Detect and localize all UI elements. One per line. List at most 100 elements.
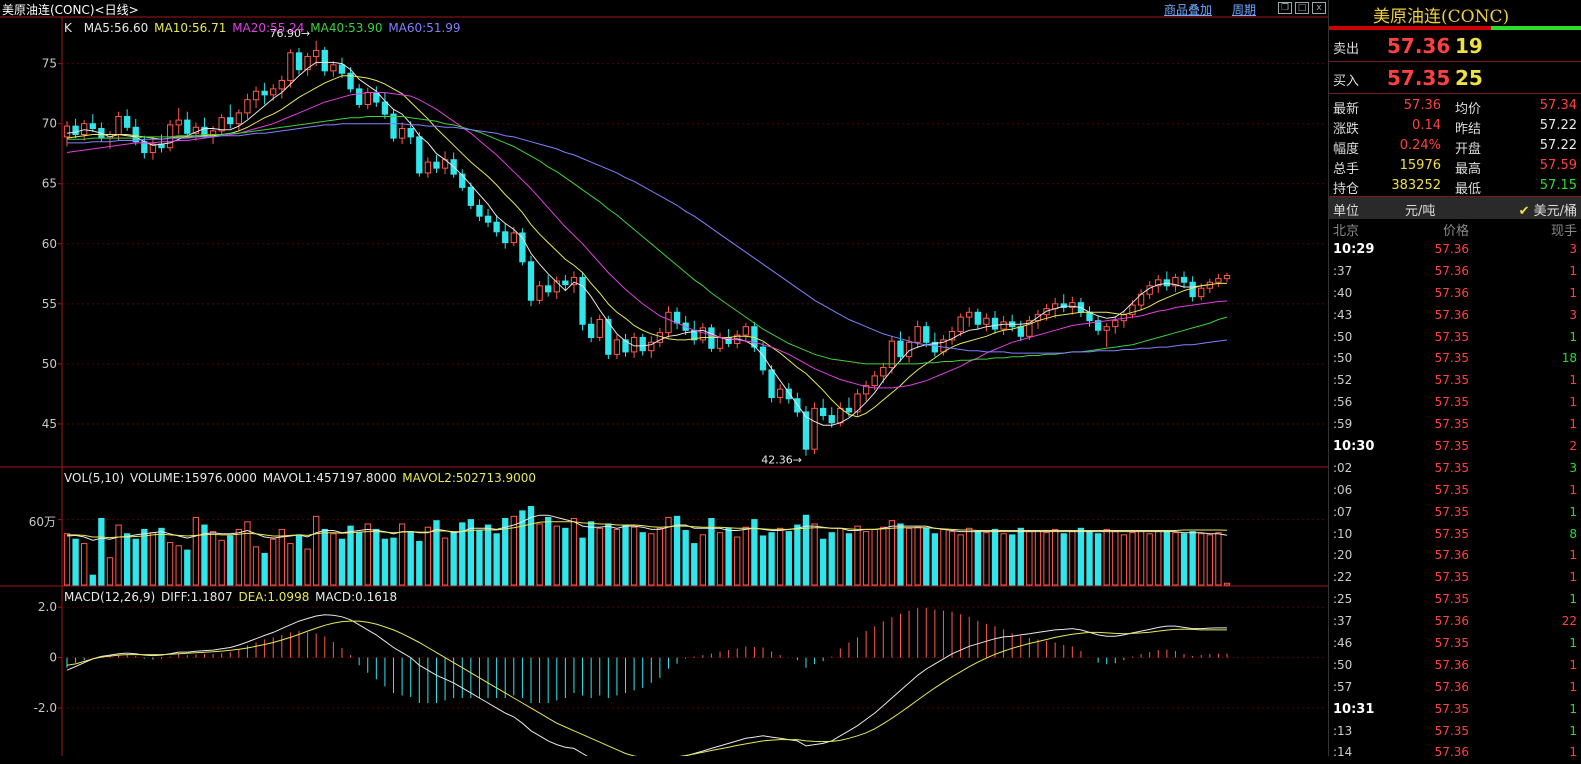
- volume-bar: [81, 543, 88, 586]
- volume-bar: [476, 530, 483, 586]
- volume-bar: [811, 523, 818, 586]
- unit-cny-option[interactable]: 元/吨: [1405, 204, 1436, 219]
- tick-time: :52: [1333, 373, 1353, 388]
- tick-time: :25: [1333, 592, 1353, 607]
- volume-bar: [149, 532, 157, 586]
- tick-time: :06: [1333, 482, 1353, 497]
- volume-bar: [828, 532, 835, 586]
- tick-price: 57.36: [1434, 263, 1469, 278]
- volume-bar: [682, 530, 689, 586]
- tick-qty: 3: [1569, 307, 1577, 322]
- unit-usd-option[interactable]: ✔ 美元/桶: [1519, 200, 1577, 219]
- price-tick-label: 55: [42, 297, 57, 311]
- diff-line: [66, 614, 1227, 756]
- tick-qty: 3: [1569, 242, 1577, 256]
- stat-row: 幅度 0.24% 开盘 57.22: [1329, 136, 1581, 157]
- volume-bar: [579, 537, 586, 586]
- chart-canvas[interactable]: 45 50 55 60 65 70 75 76.90→ 42.36→ 2.0 0 -2.0: [0, 0, 1328, 756]
- volume-bar: [742, 526, 749, 586]
- kline-legend: K MA5:56.60 MA10:56.71 MA20:55.24 MA40:5…: [64, 21, 463, 35]
- volume-bar: [1120, 534, 1128, 586]
- tick-price: 57.36: [1434, 745, 1469, 760]
- candle-body: [227, 117, 234, 125]
- candle-body: [777, 388, 784, 399]
- tick-row: :02 57.35 3: [1329, 458, 1581, 480]
- candle-body: [390, 113, 397, 139]
- tick-price: 57.36: [1434, 285, 1469, 300]
- ma-line-ma60: [67, 123, 1228, 354]
- candle-body: [467, 186, 475, 206]
- volume-bar: [63, 533, 71, 586]
- overlay-commodity-link[interactable]: 商品叠加: [1164, 3, 1213, 17]
- volume-bar: [330, 533, 337, 586]
- candle-body: [579, 276, 586, 325]
- volume-bar: [1009, 534, 1016, 586]
- tick-row: :50 57.36 1: [1329, 655, 1581, 677]
- candle-body: [252, 90, 260, 101]
- volume-bar: [527, 506, 535, 586]
- maximize-button[interactable]: □: [1295, 2, 1309, 14]
- candle-body: [1180, 276, 1188, 283]
- buy-label: 买入: [1333, 74, 1360, 89]
- sell-row[interactable]: 卖出 57.36 19: [1329, 30, 1581, 62]
- candle-body: [1069, 302, 1076, 308]
- candle-body: [192, 126, 200, 134]
- candle-body: [338, 64, 346, 74]
- tick-qty: 3: [1569, 460, 1577, 475]
- tick-price: 57.35: [1434, 439, 1469, 454]
- candle-body: [768, 369, 775, 399]
- sell-price: 57.36: [1387, 34, 1451, 58]
- unit-label: 单位: [1333, 204, 1360, 219]
- candle-body: [149, 143, 157, 154]
- volume-bar: [1198, 533, 1205, 586]
- tick-qty: 1: [1569, 395, 1577, 410]
- volume-bar: [536, 523, 543, 586]
- macd-tick-label: 2.0: [38, 600, 57, 614]
- stat-value: 57.22: [1539, 138, 1577, 153]
- col-price-header: 价格: [1442, 224, 1469, 239]
- period-link[interactable]: 周期: [1232, 3, 1257, 17]
- candle-body: [270, 88, 277, 96]
- tick-qty: 8: [1569, 526, 1577, 541]
- candle-body: [63, 125, 71, 138]
- candle-body: [244, 99, 251, 114]
- tick-time: :20: [1333, 548, 1353, 563]
- candle-body: [321, 49, 328, 72]
- ma40-value: MA40:53.90: [310, 21, 383, 35]
- tick-qty: 1: [1569, 504, 1577, 519]
- volume-bar: [673, 515, 681, 586]
- candle-body: [1155, 279, 1162, 287]
- close-button[interactable]: x: [1312, 2, 1326, 14]
- candle-body: [424, 161, 432, 174]
- volume-bar: [819, 538, 827, 586]
- candle-body: [553, 280, 560, 293]
- buy-volume: 25: [1455, 66, 1483, 90]
- candle-body: [1017, 326, 1024, 337]
- restore-button[interactable]: ❐: [1278, 2, 1292, 14]
- candle-body: [819, 407, 827, 417]
- ticks-list[interactable]: 10:29 57.36 3:37 57.36 1:40 57.36 1:43 57.36 3:5…: [1329, 239, 1581, 764]
- candle-body: [295, 52, 303, 71]
- stat-label: 昨结: [1455, 122, 1482, 137]
- stat-row: 总手 15976 最高 57.59: [1329, 156, 1581, 177]
- candle-body: [115, 115, 122, 136]
- candle-body: [330, 64, 337, 72]
- unit-usd-label: 美元/桶: [1533, 204, 1577, 219]
- volume-bar: [175, 545, 182, 586]
- quote-stats: 最新 57.36 均价 57.34 涨跌 0.14 昨结 57.22 幅度 0.24% 开盘 57.2…: [1329, 94, 1581, 197]
- vol-mavol1: MAVOL1:457197.8000: [262, 471, 397, 485]
- tick-time: :02: [1333, 460, 1353, 475]
- tick-price: 57.36: [1434, 614, 1469, 629]
- candle-body: [89, 123, 96, 129]
- unit-row: 单位 元/吨 ✔ 美元/桶: [1329, 197, 1581, 219]
- price-tick-label: 65: [42, 177, 57, 191]
- volume-bar: [1172, 532, 1179, 586]
- tick-row: :14 57.36 1: [1329, 742, 1581, 764]
- volume-bar: [450, 532, 457, 586]
- chart-area[interactable]: 45 50 55 60 65 70 75 76.90→ 42.36→ 2.0 0 -2.0 美原油连(…: [0, 0, 1328, 756]
- volume-bar: [244, 521, 251, 586]
- macd-diff: DIFF:1.1807: [160, 590, 233, 604]
- candle-body: [347, 72, 354, 90]
- buy-row[interactable]: 买入 57.35 25: [1329, 62, 1581, 94]
- candle-body: [1172, 276, 1179, 287]
